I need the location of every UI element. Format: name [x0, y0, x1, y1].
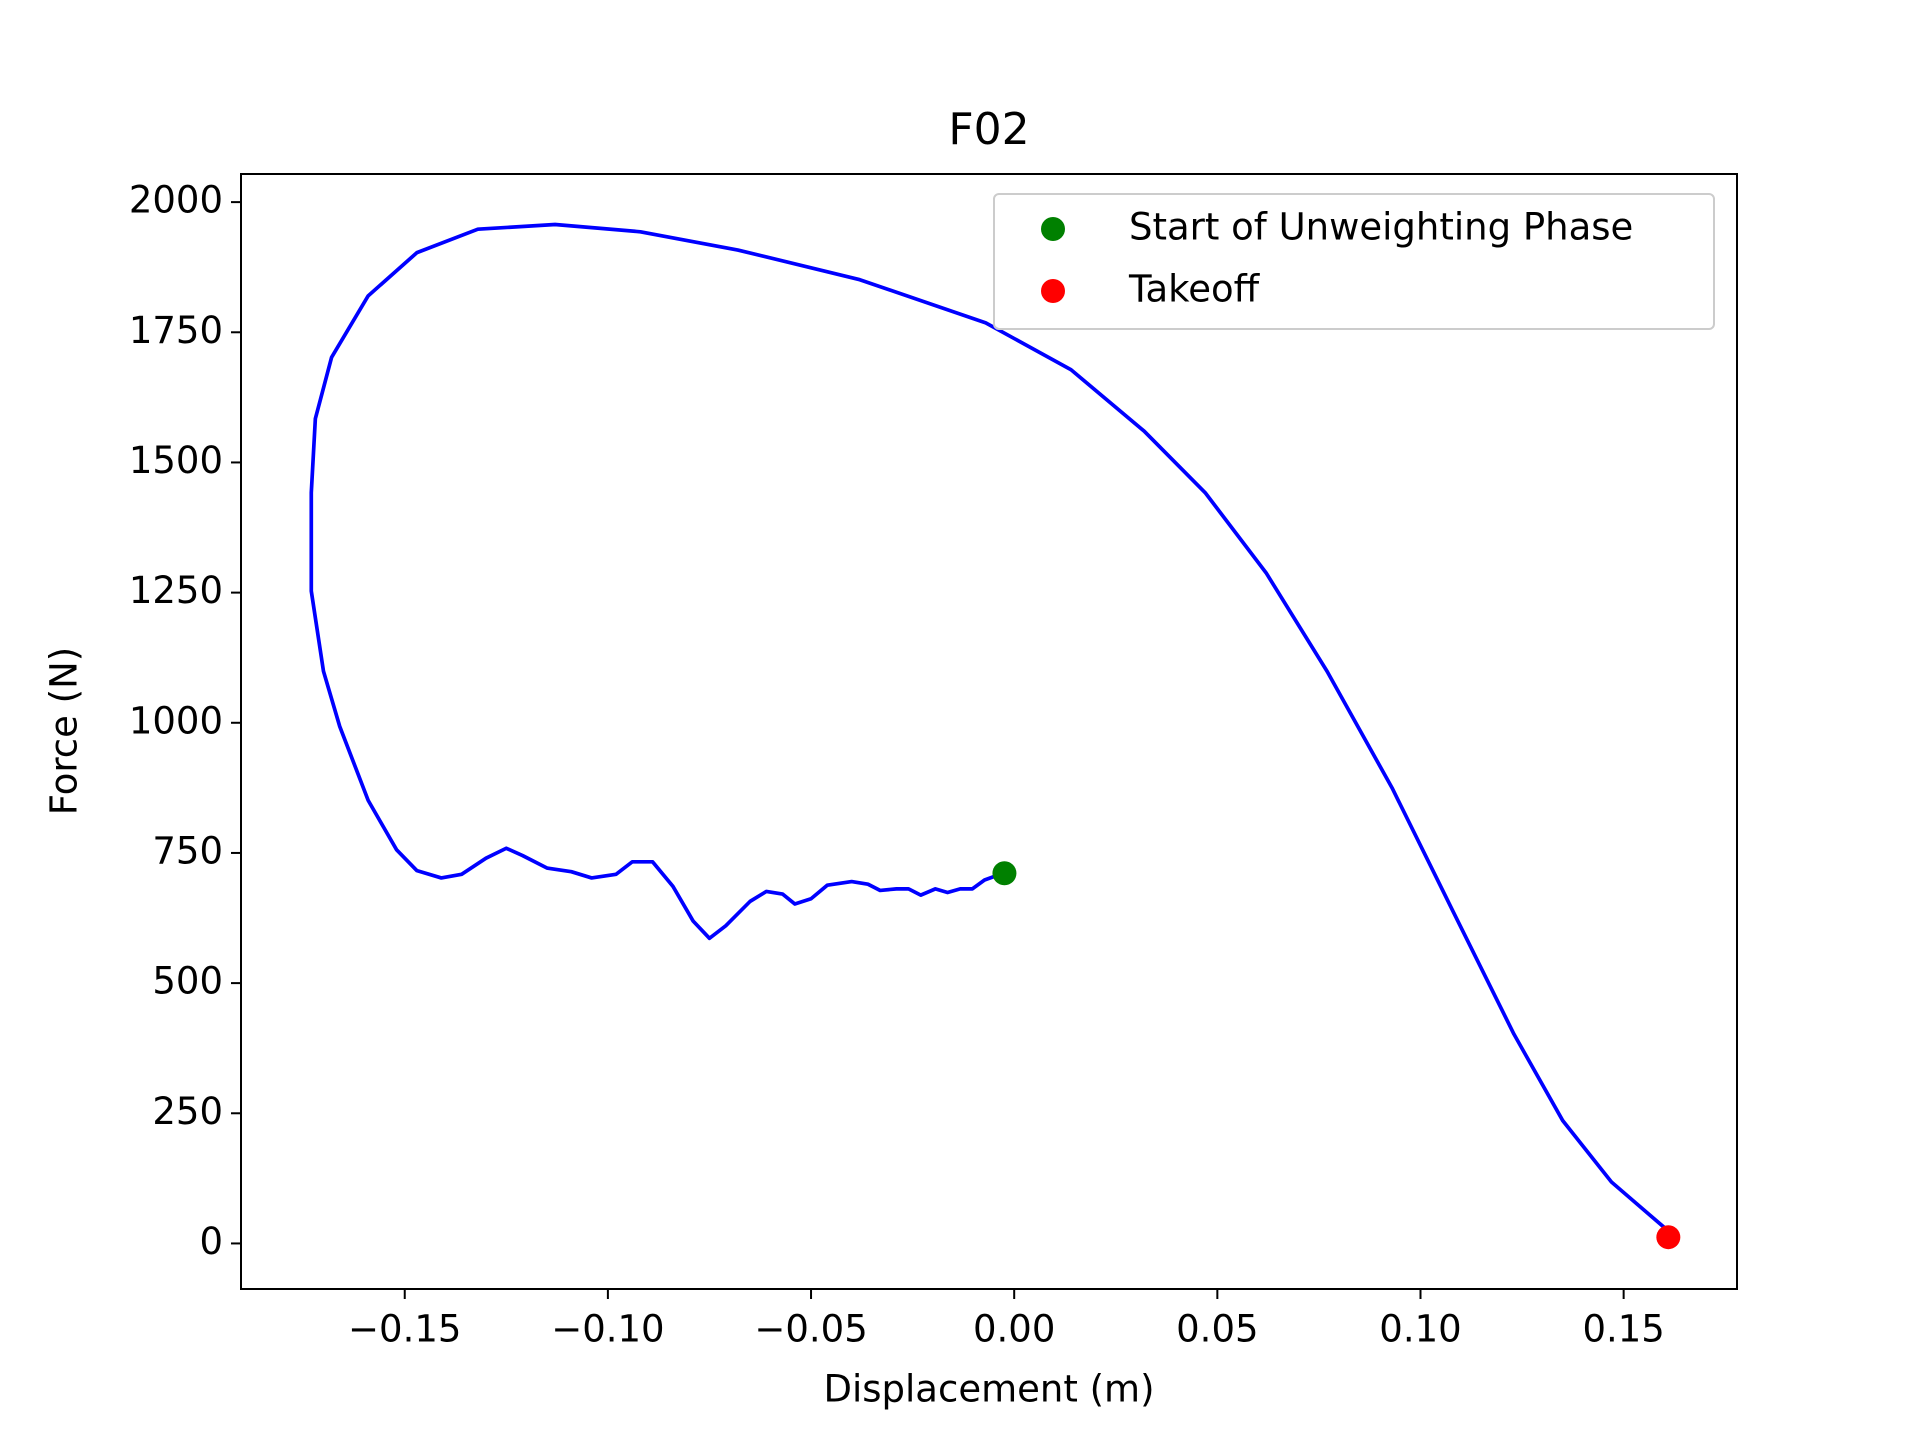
y-tick-label: 500 — [152, 960, 223, 1003]
x-tick-label: 0.00 — [973, 1308, 1055, 1351]
y-axis-label: Force (N) — [43, 647, 86, 815]
legend-marker — [1041, 217, 1065, 241]
legend-box — [993, 193, 1715, 330]
y-tick-label: 750 — [152, 829, 223, 872]
legend-label: Start of Unweighting Phase — [1129, 206, 1633, 249]
marker-point — [992, 861, 1017, 886]
chart-title: F02 — [948, 104, 1029, 155]
data-line — [309, 222, 1671, 1238]
marker-point — [1656, 1225, 1681, 1250]
y-tick-label: 1250 — [129, 569, 223, 612]
y-tick-label: 1750 — [129, 309, 223, 352]
y-tick-label: 1500 — [129, 439, 223, 482]
x-tick-label: −0.15 — [348, 1308, 461, 1351]
legend-label: Takeoff — [1128, 268, 1261, 311]
legend-marker — [1041, 279, 1065, 303]
plot-frame — [240, 173, 1738, 1290]
y-tick-label: 2000 — [129, 179, 223, 222]
x-tick-label: −0.10 — [551, 1308, 664, 1351]
x-tick-label: 0.15 — [1582, 1308, 1664, 1351]
x-axis-label: Displacement (m) — [823, 1368, 1154, 1411]
y-tick-label: 0 — [199, 1220, 223, 1263]
x-tick-label: 0.10 — [1379, 1308, 1461, 1351]
y-tick-label: 250 — [152, 1090, 223, 1133]
x-tick-label: −0.05 — [754, 1308, 867, 1351]
x-tick-label: 0.05 — [1176, 1308, 1258, 1351]
y-tick-label: 1000 — [129, 699, 223, 742]
